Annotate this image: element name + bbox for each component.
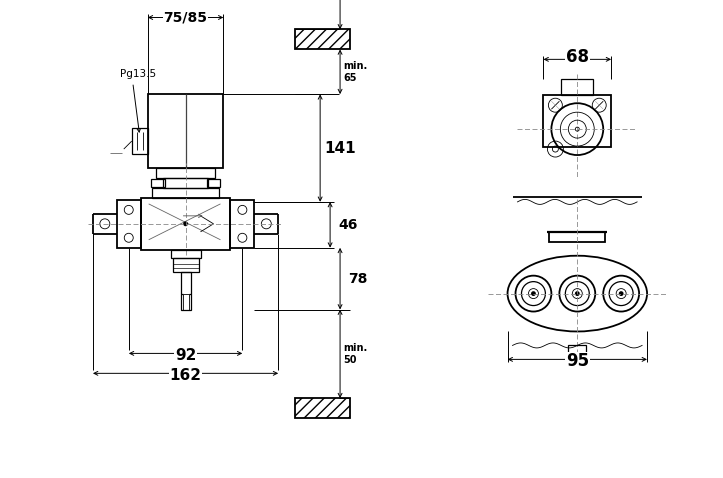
Bar (132, 128, 147, 154)
Circle shape (576, 292, 579, 295)
Circle shape (620, 292, 623, 295)
Bar (549, 232, 605, 242)
Circle shape (184, 222, 187, 225)
Bar (544, 95, 611, 147)
Text: 78: 78 (348, 272, 368, 286)
Bar (295, 398, 350, 418)
Bar (150, 179, 165, 187)
Text: 92: 92 (175, 348, 196, 363)
Text: 68: 68 (566, 48, 589, 66)
Bar (141, 198, 231, 250)
Text: min.
65: min. 65 (343, 61, 367, 83)
Bar (155, 168, 215, 178)
Bar (183, 293, 189, 310)
Bar (117, 200, 141, 248)
Text: 95: 95 (565, 352, 589, 370)
Bar (231, 200, 254, 248)
Bar (171, 250, 200, 258)
Bar (207, 179, 221, 187)
Text: min.
50: min. 50 (343, 343, 367, 365)
Text: Pg13.5: Pg13.5 (120, 69, 156, 79)
Text: 162: 162 (170, 368, 202, 383)
Bar (568, 346, 586, 359)
Text: 141: 141 (324, 141, 356, 155)
Bar (163, 178, 208, 188)
Bar (295, 30, 350, 49)
Bar (181, 272, 191, 310)
Bar (561, 79, 594, 95)
Bar (152, 188, 220, 198)
Text: 46: 46 (338, 218, 358, 232)
Circle shape (532, 292, 535, 295)
Text: 75/85: 75/85 (163, 11, 208, 24)
Bar (173, 258, 199, 272)
Bar (147, 94, 223, 168)
